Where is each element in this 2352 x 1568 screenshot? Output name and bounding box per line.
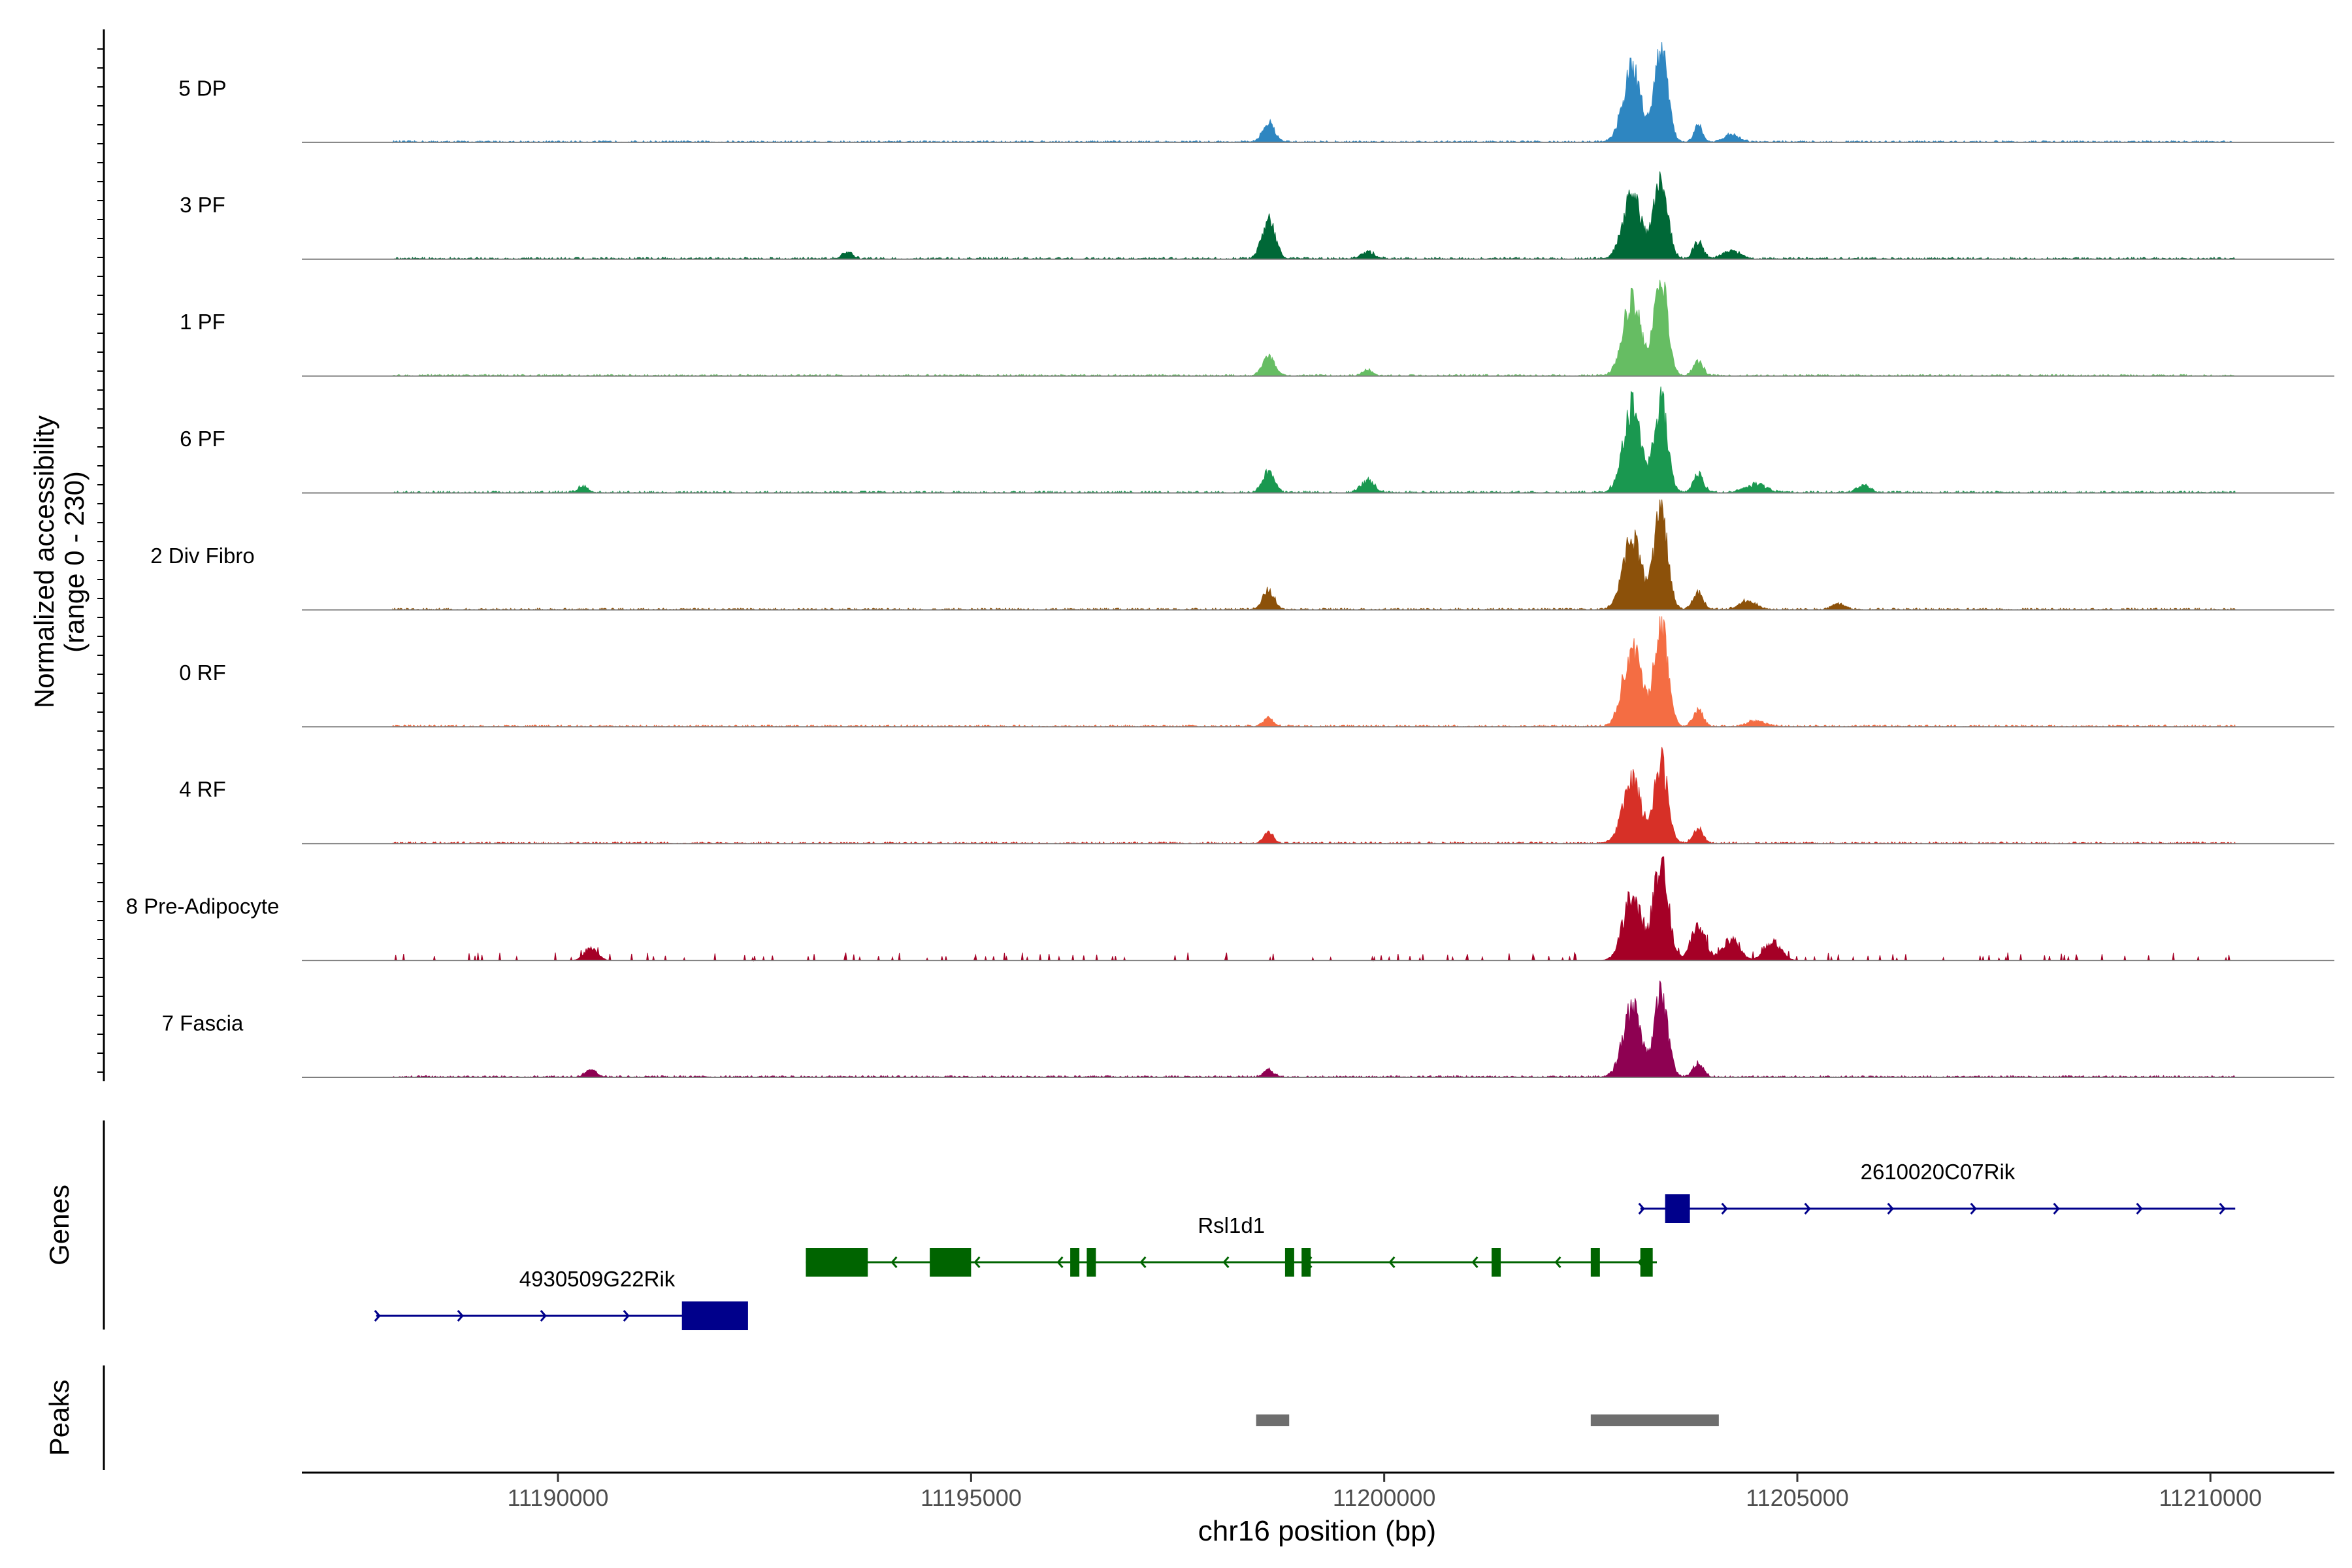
strand-arrow [1056, 1256, 1064, 1268]
track-label: 5 DP [178, 76, 226, 100]
gene-exon [681, 1301, 748, 1330]
gene-label: 4930509G22Rik [519, 1267, 676, 1291]
strand-arrow [2136, 1203, 2143, 1215]
strand-arrow [1554, 1256, 1561, 1268]
strand-arrow [1721, 1203, 1728, 1215]
y-axis-label-line1: Normalized accessibility [29, 416, 59, 708]
coverage-y-axis [97, 29, 105, 1081]
x-axis-label: chr16 position (bp) [1198, 1515, 1436, 1547]
peak-region [1590, 1414, 1719, 1426]
y-axis-label-line2: (range 0 - 230) [59, 471, 90, 653]
strand-arrow [540, 1310, 547, 1322]
track-7-fascia: 7 Fascia [162, 980, 2334, 1078]
gene-4930509g22rik: 4930509G22Rik [374, 1267, 748, 1330]
strand-arrow [2053, 1203, 2060, 1215]
peaks-panel: Peaks [44, 1365, 1719, 1470]
gene-exon [1086, 1248, 1096, 1277]
track-label: 3 PF [180, 193, 225, 217]
genes-axis-label: Genes [44, 1184, 74, 1266]
track-8-pre-adipocyte: 8 Pre-Adipocyte [126, 856, 2334, 962]
gene-exon [1665, 1194, 1690, 1223]
coverage-panel: 5 DP 3 PF 1 PF 6 PF 2 Div Fibro 0 RF 4 RF 8 Pre… [126, 42, 2334, 1078]
strand-arrow [973, 1256, 981, 1268]
track-label: 1 PF [180, 310, 225, 334]
gene-exon [930, 1248, 972, 1277]
strand-arrow [623, 1310, 630, 1322]
strand-arrow [890, 1256, 898, 1268]
peak-region [1256, 1414, 1290, 1426]
strand-arrow [2219, 1203, 2226, 1215]
strand-arrow [1471, 1256, 1478, 1268]
gene-exon [1284, 1248, 1294, 1277]
gene-rsl1d1: Rsl1d1 [806, 1213, 1657, 1277]
track-3-pf: 3 PF [180, 171, 2334, 260]
track-6-pf: 6 PF [180, 386, 2334, 494]
gene-label: Rsl1d1 [1198, 1213, 1265, 1237]
x-axis: 11190000 11195000 11200000 11205000 11210000 [302, 1471, 2334, 1511]
x-tick-label: 11190000 [508, 1484, 609, 1511]
strand-arrow [374, 1310, 381, 1322]
track-0-rf: 0 RF [179, 616, 2334, 728]
x-tick-label: 11195000 [921, 1484, 1022, 1511]
strand-arrow [1139, 1256, 1147, 1268]
x-tick-label: 11205000 [1746, 1484, 1849, 1511]
strand-arrow [1887, 1203, 1894, 1215]
genes-panel: Genes 4930509G22Rik Rsl1d1 2610020C07Rik [44, 1120, 2236, 1330]
gene-exon [1492, 1248, 1501, 1277]
track-5-dp: 5 DP [178, 42, 2334, 144]
track-label: 4 RF [179, 777, 226, 802]
gene-exon [1070, 1248, 1080, 1277]
strand-arrow [1804, 1203, 1811, 1215]
gene-exon [1590, 1248, 1600, 1277]
x-tick-label: 11200000 [1333, 1484, 1436, 1511]
gene-exon [1301, 1248, 1311, 1277]
track-label: 0 RF [179, 661, 226, 685]
strand-arrow [1638, 1203, 1645, 1215]
track-label: 7 Fascia [162, 1011, 244, 1035]
track-4-rf: 4 RF [179, 747, 2334, 845]
gene-2610020c07rik: 2610020C07Rik [1638, 1160, 2236, 1223]
track-1-pf: 1 PF [180, 280, 2334, 377]
gene-exon [1640, 1248, 1653, 1277]
track-2-div-fibro: 2 Div Fibro [150, 499, 2334, 611]
gene-label: 2610020C07Rik [1861, 1160, 2016, 1184]
peaks-axis-label: Peaks [44, 1380, 74, 1456]
track-label: 6 PF [180, 427, 225, 451]
strand-arrow [1222, 1256, 1230, 1268]
gene-exon [806, 1248, 868, 1277]
track-label: 8 Pre-Adipocyte [126, 894, 280, 919]
strand-arrow [1388, 1256, 1396, 1268]
strand-arrow [1970, 1203, 1977, 1215]
track-label: 2 Div Fibro [150, 544, 255, 568]
strand-arrow [457, 1310, 464, 1322]
x-tick-label: 11210000 [2159, 1484, 2262, 1511]
